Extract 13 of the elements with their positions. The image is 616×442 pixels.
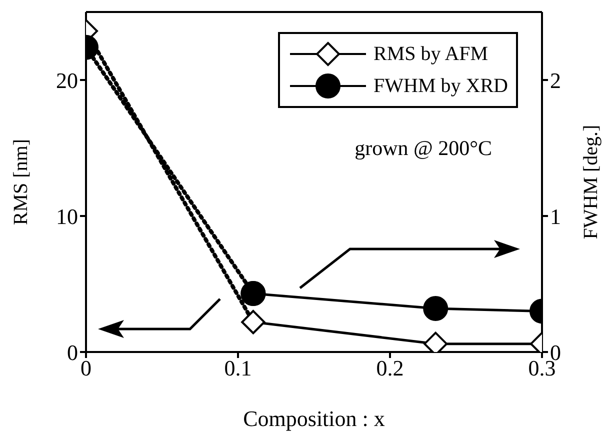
y2-axis-title: FWHM [deg.] bbox=[580, 124, 602, 240]
annotation: grown @ 200°C bbox=[354, 136, 492, 161]
legend-label: FWHM by XRD bbox=[374, 74, 508, 98]
legend-label: RMS by AFM bbox=[374, 42, 488, 66]
y-tick-label: 0 bbox=[67, 340, 78, 365]
y-axis-title: RMS [nm] bbox=[10, 138, 32, 226]
x-tick-label: 0.2 bbox=[376, 356, 404, 381]
x-axis-title: Composition : x bbox=[243, 406, 385, 431]
x-tick-label: 0.1 bbox=[224, 356, 252, 381]
y-tick-label: 20 bbox=[56, 68, 78, 93]
y-tick-label: 10 bbox=[56, 204, 78, 229]
y2-tick-label: 2 bbox=[550, 68, 561, 93]
y2-tick-label: 1 bbox=[550, 204, 561, 229]
